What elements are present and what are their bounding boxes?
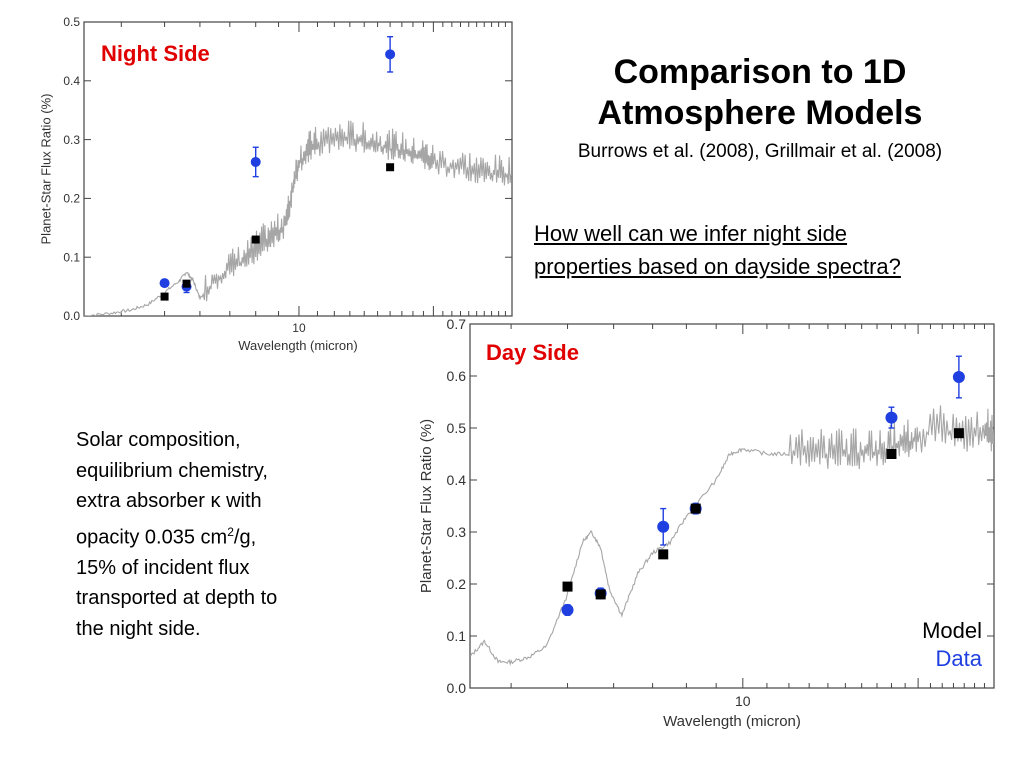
y-tick-label: 0.0: [447, 680, 467, 696]
x-axis-label: Wavelength (micron): [238, 338, 357, 353]
panel-label: Night Side: [101, 41, 210, 66]
description-line-4: opacity 0.035 cm2/g,: [76, 517, 376, 553]
night-side-chart: 0.0 0.1 0.2 0.3 0.4 0.5 10 Wavelength (micron) P…: [38, 15, 513, 353]
question-text: How well can we infer night side propert…: [534, 217, 1014, 283]
plot-frame: [469, 323, 995, 689]
y-axis-label: Planet-Star Flux Ratio (%): [38, 93, 53, 244]
model-point: [886, 449, 897, 459]
y-tick-label: 0.3: [447, 524, 467, 540]
legend-model: Model: [922, 618, 982, 643]
model-description: Solar composition, equilibrium chemistry…: [76, 425, 376, 644]
title-line-1: Comparison to 1D: [613, 53, 907, 91]
y-tick-label: 0.6: [447, 368, 467, 384]
day-side-chart: 0.0 0.1 0.2 0.3 0.4 0.5 0.6 0.7 10 Wavelength (mi…: [418, 316, 995, 730]
model-point: [160, 292, 169, 301]
legend-data: Data: [935, 646, 982, 671]
model-point: [251, 235, 260, 244]
model-point: [658, 549, 669, 560]
y-tick-label: 0.4: [63, 74, 80, 88]
slide-subtitle: Burrows et al. (2008), Grillmair et al. …: [577, 141, 943, 162]
data-point: [952, 371, 965, 384]
description-line-6: transported at depth to: [76, 587, 278, 610]
y-axis-label: Planet-Star Flux Ratio (%): [418, 419, 435, 593]
y-tick-label: 0.7: [447, 316, 467, 332]
question-line-1: How well can we infer night side: [534, 221, 848, 246]
model-point: [690, 503, 701, 514]
slide-title: Comparison to 1D Atmosphere Models: [545, 52, 975, 134]
plot-frame: [83, 21, 513, 317]
description-line-7: the night side.: [76, 617, 201, 640]
description-superscript: 2: [227, 524, 234, 539]
description-line-5: 15% of incident flux: [76, 556, 250, 579]
data-point: [561, 604, 574, 616]
question-line-2: properties based on dayside spectra?: [534, 254, 901, 279]
title-line-2: Atmosphere Models: [597, 94, 923, 132]
y-tick-label: 0.4: [447, 472, 467, 488]
model-point: [562, 581, 573, 592]
data-point: [250, 156, 261, 167]
y-tick-label: 0.0: [63, 309, 80, 323]
data-point: [159, 278, 170, 289]
x-tick-label: 10: [292, 321, 306, 335]
data-point: [385, 49, 396, 60]
x-tick-label: 10: [735, 693, 751, 709]
model-point: [953, 428, 964, 439]
description-line-3: extra absorber κ with: [76, 490, 262, 512]
data-point: [657, 520, 670, 533]
data-point: [885, 411, 898, 424]
model-point: [595, 589, 606, 600]
description-line-2: equilibrium chemistry,: [76, 459, 268, 482]
y-tick-label: 0.5: [447, 420, 467, 436]
model-spectrum-line: [84, 120, 512, 316]
x-axis-label: Wavelength (micron): [663, 713, 801, 730]
y-tick-label: 0.1: [447, 628, 467, 644]
y-tick-label: 0.5: [63, 15, 80, 29]
y-tick-label: 0.2: [447, 576, 467, 592]
model-point: [386, 163, 395, 172]
description-line-4-text: opacity 0.035 cm: [76, 526, 228, 549]
panel-label: Day Side: [486, 340, 579, 365]
description-line-4-suffix: /g,: [233, 526, 257, 549]
y-tick-label: 0.3: [63, 133, 80, 147]
y-tick-label: 0.2: [63, 192, 80, 206]
description-line-1: Solar composition,: [76, 429, 241, 451]
model-point: [182, 279, 191, 288]
y-tick-label: 0.1: [63, 250, 80, 264]
model-spectrum-line: [470, 405, 994, 666]
